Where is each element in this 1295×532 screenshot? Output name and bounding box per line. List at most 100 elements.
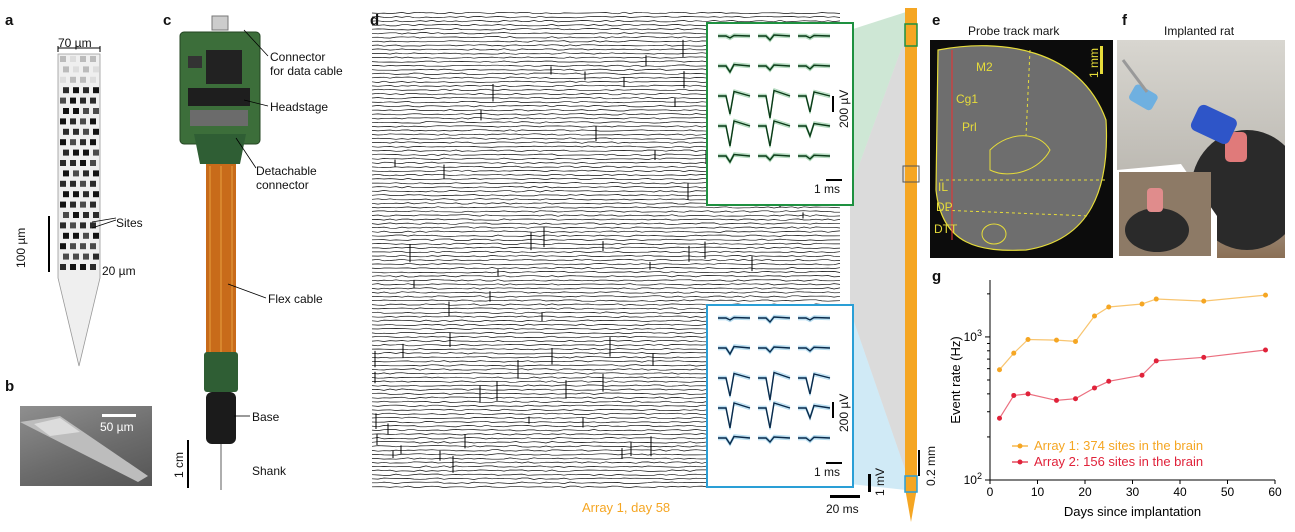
trace-line [371,206,841,209]
electrode-site [73,108,79,114]
trace-line [371,299,841,302]
y-tick-label: 102 [964,471,982,487]
data-point [1263,292,1268,298]
trace-line [371,291,841,294]
spike-waveform-sample [758,404,791,430]
data-point [1025,336,1031,342]
electrode-site [83,149,89,156]
traces-time-scale-label: 20 ms [826,502,859,516]
y-tick-label: 103 [964,328,982,344]
spike-waveform-mean [718,345,751,356]
inset-blue-uv-bar [832,402,834,418]
electrode-site [90,139,96,146]
electrode-site [63,66,69,73]
spike-waveform-sample [718,404,751,430]
x-tick-label: 40 [1173,485,1187,499]
electrode-site [70,201,76,208]
panel-c-label: c [163,12,172,29]
spike-waveform-sample [718,92,751,116]
detachable-label-2: connector [256,178,309,192]
spike-waveform-sample [758,32,791,39]
electrode-site [60,118,66,125]
data-point [1054,397,1059,403]
sites-pointer [91,217,117,229]
spike-waveform-sample [718,315,751,319]
series-line [998,349,1266,419]
trace-line [371,271,841,274]
spike-waveform-sample [718,155,751,165]
spike-waveform-mean [798,373,831,395]
electrode-site [80,76,86,83]
trace-line [371,15,841,19]
electrode-site [63,212,69,218]
trace-line [371,19,841,23]
trace-line [371,283,841,286]
traces-caption: Array 1, day 58 [582,500,671,515]
electrode-site [80,201,86,208]
data-point [1139,301,1145,307]
electrode-site [73,212,79,218]
electrode-site [83,170,89,177]
region-m2: M2 [976,60,993,74]
spike-waveform-sample [758,348,791,355]
x-tick-label: 30 [1126,485,1140,499]
spike-waveform-mean [758,89,791,119]
electrode-site [83,253,89,260]
spike-waveform-mean [758,436,791,444]
trace-line [371,238,840,241]
electrode-site [90,243,96,250]
spike-waveform-sample [798,66,831,72]
spike-waveform-mean [758,34,791,42]
electrode-site [80,222,86,229]
data-point [1139,372,1145,378]
spike-waveform-mean [718,372,751,397]
x-tick-label: 20 [1078,485,1092,499]
electrode-site [63,108,69,114]
connector-label-2: for data cable [270,64,343,78]
x-tick-label: 0 [987,485,994,499]
trace-line [371,11,841,15]
electrode-site [80,139,86,146]
electrode-site [70,180,76,187]
spike-waveform-mean [718,120,751,147]
spike-waveform-sample [718,318,751,323]
spike-waveform-sample [798,156,831,162]
electrode-site [90,160,96,166]
legend-entry: Array 2: 156 sites in the brain [1034,454,1203,469]
spike-waveform-sample [718,152,751,162]
inset-green-uv-bar [832,96,834,112]
trace-line [371,234,841,237]
rat-photo [1117,40,1285,258]
electrode-site [80,180,86,187]
electrode-site [63,253,69,260]
electrode-site [93,149,99,156]
spike-waveform-sample [718,33,751,37]
traces-voltage-scale-bar [868,474,871,492]
electrode-site [63,87,69,94]
spike-waveform-mean [798,316,831,321]
electrode-site [90,97,96,104]
spike-waveform-mean [798,64,831,70]
inset-blue-ms-label: 1 ms [814,465,841,479]
probe-shank [902,8,920,522]
data-point [1011,392,1017,398]
spike-waveform-mean [718,402,751,429]
flex-cable-label: Flex cable [268,292,323,306]
spike-waveform-sample [718,434,751,444]
electrode-site [80,264,86,270]
trace-line [371,210,841,213]
electrode-site [73,191,79,198]
electrode-site [70,264,76,270]
electrode-site [90,118,96,125]
electrode-site [83,87,89,94]
electrode-site [70,97,76,104]
electrode-site [73,128,79,135]
electrode-site [93,232,99,239]
spike-waveform-sample [798,348,831,354]
electrode-site [90,222,96,229]
electrode-site [93,170,99,177]
electrode-site [70,222,76,229]
panel-f-label: f [1122,12,1127,29]
electrode-site [80,97,86,104]
spike-waveform-sample [798,62,831,68]
